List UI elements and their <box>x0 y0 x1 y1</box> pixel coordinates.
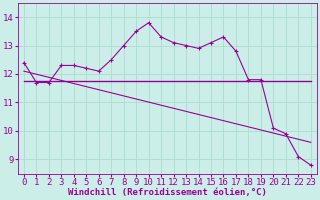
X-axis label: Windchill (Refroidissement éolien,°C): Windchill (Refroidissement éolien,°C) <box>68 188 267 197</box>
